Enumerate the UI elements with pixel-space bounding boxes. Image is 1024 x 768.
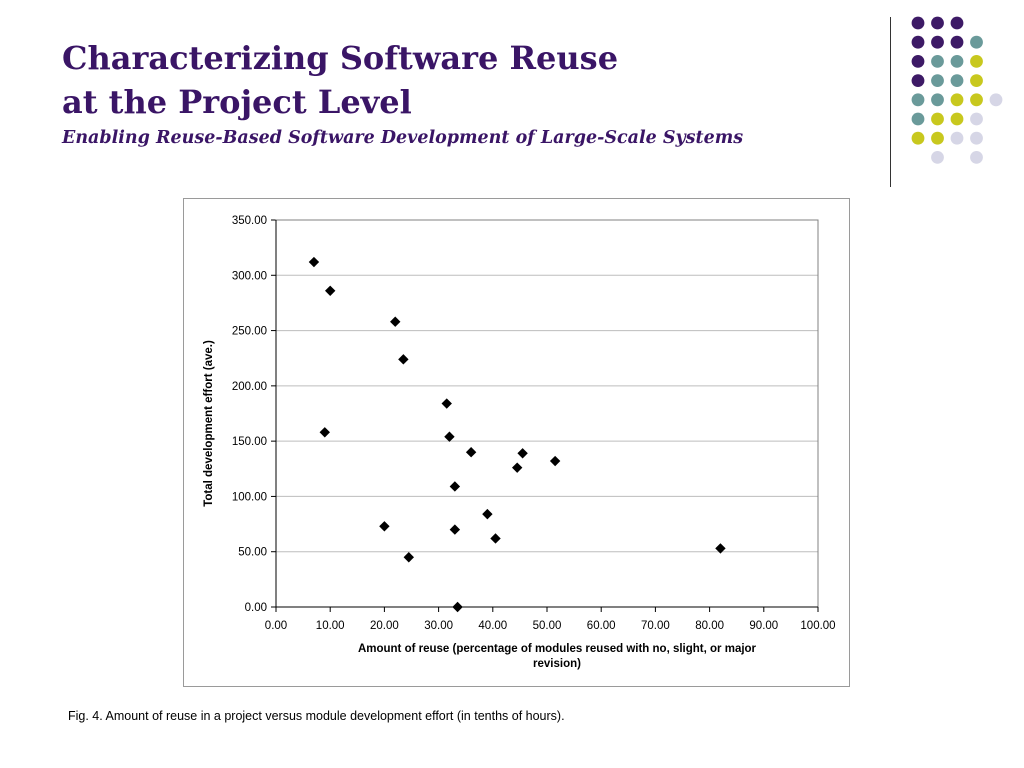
data-point bbox=[449, 524, 461, 535]
y-tick-label: 50.00 bbox=[238, 547, 267, 559]
data-point bbox=[517, 448, 528, 459]
data-point bbox=[403, 552, 414, 563]
decorative-dot bbox=[950, 16, 964, 30]
data-point bbox=[449, 481, 461, 492]
plot-area bbox=[275, 219, 819, 608]
decorative-dot bbox=[950, 112, 964, 126]
scatter-chart: 0.00 50.00 100.00 150.00 200.00 250.00 300.00 3… bbox=[203, 215, 836, 670]
y-tick-label: 0.00 bbox=[245, 602, 267, 614]
data-point bbox=[490, 533, 501, 544]
data-point bbox=[715, 543, 726, 554]
slide-title-line-1: Characterizing Software Reuse bbox=[62, 39, 619, 77]
slide-title-line-2: at the Project Level bbox=[62, 83, 412, 121]
decorative-dot bbox=[970, 74, 983, 87]
decorative-dot bbox=[931, 131, 944, 145]
decorative-dot bbox=[970, 112, 983, 126]
y-tick-label: 250.00 bbox=[232, 326, 267, 338]
decorative-dot bbox=[931, 16, 944, 30]
decorative-dot bbox=[950, 131, 964, 145]
decorative-dot bbox=[931, 74, 944, 87]
slide-subtitle: Enabling Reuse-Based Software Developmen… bbox=[62, 128, 744, 148]
x-tick-label: 30.00 bbox=[424, 620, 453, 632]
decorative-dot bbox=[931, 112, 944, 126]
decorative-dot bbox=[911, 55, 925, 68]
decorative-dot bbox=[970, 131, 983, 145]
x-tick-label: 0.00 bbox=[265, 620, 287, 632]
data-point bbox=[452, 601, 463, 613]
data-point bbox=[482, 508, 493, 520]
x-tick-label: 40.00 bbox=[478, 620, 507, 632]
data-point bbox=[379, 521, 390, 532]
decorative-dot bbox=[950, 93, 964, 107]
decorative-dot bbox=[911, 74, 925, 87]
data-point bbox=[549, 455, 561, 467]
decorative-dot bbox=[989, 93, 1003, 107]
x-tick-label: 100.00 bbox=[800, 620, 835, 632]
y-tick-label: 350.00 bbox=[232, 215, 267, 227]
decorative-dot bbox=[950, 35, 964, 49]
decorative-dot bbox=[950, 55, 964, 68]
decorative-dot bbox=[911, 112, 925, 126]
x-tick-label: 50.00 bbox=[533, 620, 562, 632]
decorative-dot bbox=[931, 151, 944, 164]
data-point bbox=[390, 316, 401, 327]
data-point bbox=[319, 427, 330, 438]
slide-title: Characterizing Software Reuse at the Pro… bbox=[62, 36, 862, 124]
decorative-dot bbox=[931, 55, 944, 68]
x-axis-label: Amount of reuse (percentage of modules r… bbox=[358, 643, 757, 670]
data-point bbox=[465, 447, 477, 458]
data-point bbox=[511, 462, 523, 473]
decorative-dot bbox=[931, 35, 944, 49]
data-point bbox=[325, 285, 336, 296]
decorative-dot bbox=[911, 35, 925, 49]
x-tick-label: 80.00 bbox=[695, 620, 724, 632]
decorative-dot bbox=[970, 35, 983, 49]
decorative-dot bbox=[950, 74, 964, 87]
data-point bbox=[308, 256, 320, 268]
x-tick-label: 60.00 bbox=[587, 620, 616, 632]
decorative-dot bbox=[931, 93, 944, 107]
decorative-dot bbox=[911, 131, 925, 145]
data-point bbox=[398, 354, 409, 365]
y-axis-label: Total development effort (ave.) bbox=[203, 340, 215, 507]
y-tick-label: 200.00 bbox=[232, 381, 267, 393]
decorative-dot bbox=[970, 151, 983, 164]
y-tick-label: 300.00 bbox=[232, 270, 267, 282]
vertical-divider bbox=[890, 17, 891, 187]
decorative-dot bbox=[911, 93, 925, 107]
decorative-dot bbox=[911, 16, 925, 30]
x-tick-label: 10.00 bbox=[316, 620, 345, 632]
decorative-dot bbox=[970, 93, 983, 107]
figure-caption: Fig. 4. Amount of reuse in a project ver… bbox=[68, 709, 565, 723]
decorative-dot bbox=[970, 55, 983, 68]
x-tick-label: 70.00 bbox=[641, 620, 670, 632]
x-tick-label: 90.00 bbox=[749, 620, 778, 632]
x-tick-label: 20.00 bbox=[370, 620, 399, 632]
decorative-dot-grid bbox=[911, 16, 1003, 164]
chart-frame bbox=[183, 198, 850, 687]
data-point bbox=[441, 398, 452, 409]
y-tick-label: 100.00 bbox=[232, 491, 267, 503]
y-tick-label: 150.00 bbox=[232, 436, 267, 448]
data-point bbox=[444, 431, 455, 442]
